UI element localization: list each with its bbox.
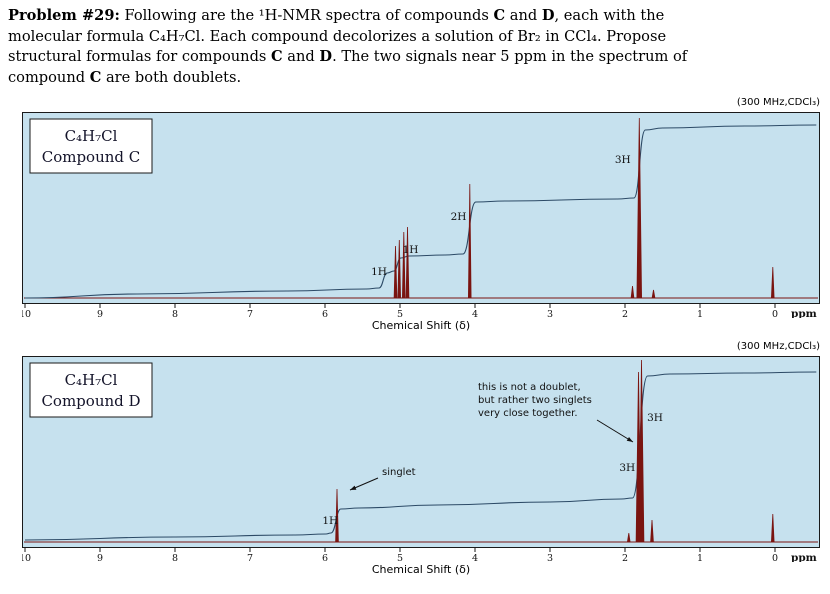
x-axis-title: Chemical Shift (δ)	[371, 562, 471, 576]
problem-text-segment: Problem #29:	[8, 7, 120, 24]
peak	[630, 285, 635, 298]
x-axis-tick-label: 1	[697, 553, 703, 562]
integration-label: 3H	[647, 412, 663, 424]
problem-text-segment: and	[505, 7, 542, 24]
peak	[771, 513, 775, 542]
integration-label: 1H	[403, 244, 419, 256]
x-axis-tick-label: 4	[472, 553, 478, 562]
compound-name: Compound C	[42, 148, 141, 166]
peak	[627, 532, 631, 542]
x-axis-tick-label: 0	[772, 309, 778, 318]
x-axis-tick-label: 3	[547, 309, 553, 318]
x-axis-title: Chemical Shift (δ)	[371, 318, 471, 332]
problem-text-segment: C	[89, 69, 102, 87]
peak	[397, 239, 401, 298]
problem-text-segment: D	[541, 7, 555, 24]
peak	[650, 519, 654, 542]
x-axis-tick-label: 0	[772, 553, 778, 562]
peak	[405, 226, 410, 298]
x-axis-tick-label: 6	[322, 553, 328, 562]
integration-label: 2H	[451, 211, 467, 223]
problem-text-segment: are both doublets.	[101, 69, 242, 87]
integration-curve	[24, 371, 817, 541]
x-axis-tick-label: 7	[247, 309, 253, 318]
x-axis-tick-label: 4	[472, 309, 478, 318]
annotation-pointer-line	[596, 419, 634, 443]
x-axis-tick-label: 2	[622, 553, 628, 562]
integration-label: 3H	[619, 462, 635, 474]
spectrum-block-d: (300 MHz,CDCl₃) 109876543210ppmC₄H₇ClCom…	[22, 341, 820, 579]
x-axis-tick-label: 6	[322, 309, 328, 318]
peak	[771, 266, 775, 298]
integration-curve	[24, 124, 817, 299]
annotation-text: singlet	[382, 467, 416, 478]
peak	[638, 359, 645, 542]
x-axis-tick-label: 9	[97, 553, 103, 562]
x-axis-tick-label: 8	[172, 309, 178, 318]
peak	[393, 245, 398, 298]
compound-formula: C₄H₇Cl	[65, 127, 118, 145]
problem-text-segment: C	[493, 7, 506, 24]
problem-text-segment: , each with the molecular formula C₄H₇Cl…	[8, 7, 667, 66]
peak	[468, 183, 472, 298]
annotation-text: but rather two singlets	[478, 395, 592, 406]
problem-text-segment: Following are the ¹H-NMR spectra of comp…	[119, 7, 494, 24]
annotation-text: very close together.	[478, 408, 578, 419]
peak	[636, 117, 642, 298]
spectrum-block-c: (300 MHz,CDCl₃) 109876543210ppmC₄H₇ClCom…	[22, 97, 820, 335]
x-axis-unit-label: ppm	[791, 552, 817, 562]
problem-text-segment: and	[282, 48, 320, 66]
instrument-label: (300 MHz,CDCl₃)	[736, 340, 820, 352]
x-axis-tick-label: 10	[22, 553, 31, 562]
spectrum-panel	[22, 355, 820, 548]
compound-name: Compound D	[41, 392, 140, 410]
integration-label: 1H	[322, 515, 338, 527]
peak	[651, 289, 656, 298]
x-axis-tick-label: 9	[97, 309, 103, 318]
x-axis-tick-label: 7	[247, 553, 253, 562]
compound-box	[29, 362, 153, 418]
peak	[335, 488, 339, 542]
nmr-spectrum-compound-d: 109876543210ppmC₄H₇ClCompound D1H3H3Hthi…	[22, 355, 820, 562]
problem-statement: Problem #29: Following are the ¹H-NMR sp…	[0, 0, 730, 89]
annotation-text: this is not a doublet,	[478, 382, 581, 393]
annotation-arrowhead-icon	[350, 485, 357, 490]
integration-label: 3H	[615, 154, 631, 166]
compound-formula: C₄H₇Cl	[65, 371, 118, 389]
spectrum-panel	[22, 111, 820, 304]
problem-text-segment: . The two signals near 5 ppm in the spec…	[8, 48, 688, 87]
x-axis-tick-label: 1	[697, 309, 703, 318]
peak	[402, 231, 406, 298]
problem-text-segment: D	[319, 48, 333, 66]
x-axis-tick-label: 5	[397, 309, 403, 318]
x-axis-tick-label: 3	[547, 553, 553, 562]
x-axis-tick-label: 2	[622, 309, 628, 318]
instrument-label: (300 MHz,CDCl₃)	[736, 96, 820, 108]
annotation-arrowhead-icon	[626, 436, 633, 442]
integration-label: 1H	[371, 266, 387, 278]
x-axis-tick-label: 8	[172, 553, 178, 562]
x-axis-unit-label: ppm	[791, 308, 817, 318]
x-axis-tick-label: 5	[397, 553, 403, 562]
x-axis-tick-label: 10	[22, 309, 31, 318]
problem-text-segment: C	[271, 48, 283, 66]
compound-box	[29, 118, 153, 174]
